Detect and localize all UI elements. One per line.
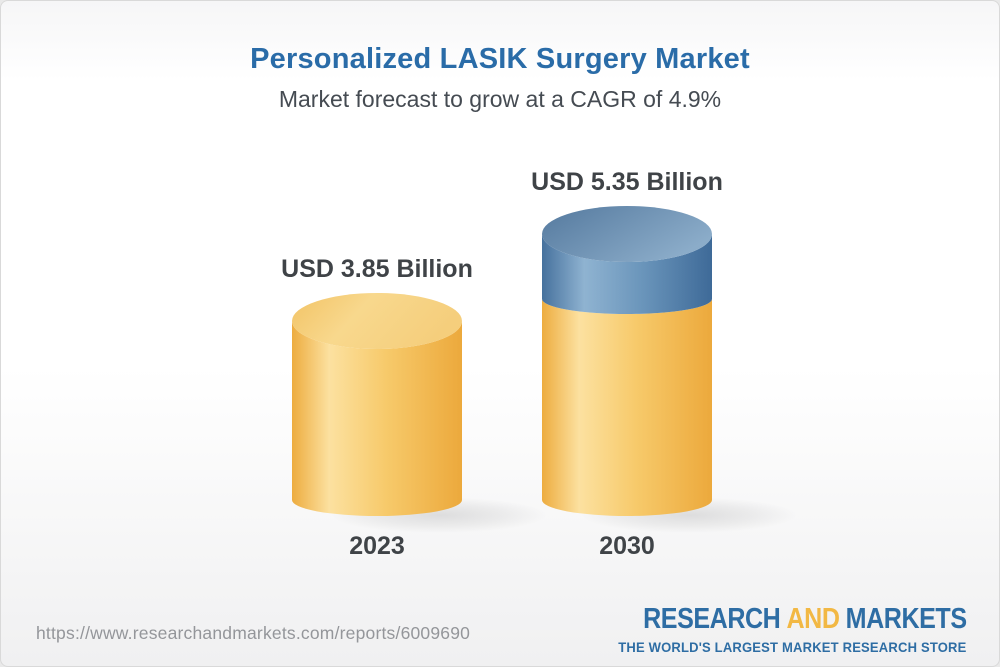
logo-tagline: THE WORLD'S LARGEST MARKET RESEARCH STOR…: [618, 639, 967, 655]
cylinder-body-base: [542, 299, 712, 516]
logo-wordmark: RESEARCH AND MARKETS: [643, 603, 968, 636]
bar-value-label: USD 5.35 Billion: [531, 168, 723, 196]
cylinder-cap-growth: [542, 206, 712, 262]
logo-word-and: AND: [786, 603, 840, 635]
logo-word-research: RESEARCH: [643, 603, 782, 635]
bar-year-label: 2023: [349, 532, 405, 560]
bar-year-label: 2030: [599, 532, 655, 560]
cylinder-body-base: [292, 321, 462, 516]
cylinder-cap-base: [292, 293, 462, 349]
cylinder-body-growth: [542, 234, 712, 314]
report-url: https://www.researchandmarkets.com/repor…: [36, 623, 471, 643]
logo-word-markets: MARKETS: [846, 603, 967, 635]
page-title: Personalized LASIK Surgery Market: [250, 43, 750, 75]
page-subtitle: Market forecast to grow at a CAGR of 4.9…: [278, 86, 722, 112]
bar-value-label: USD 3.85 Billion: [281, 255, 473, 283]
research-and-markets-logo: RESEARCH AND MARKETS THE WORLD'S LARGEST…: [592, 603, 968, 655]
